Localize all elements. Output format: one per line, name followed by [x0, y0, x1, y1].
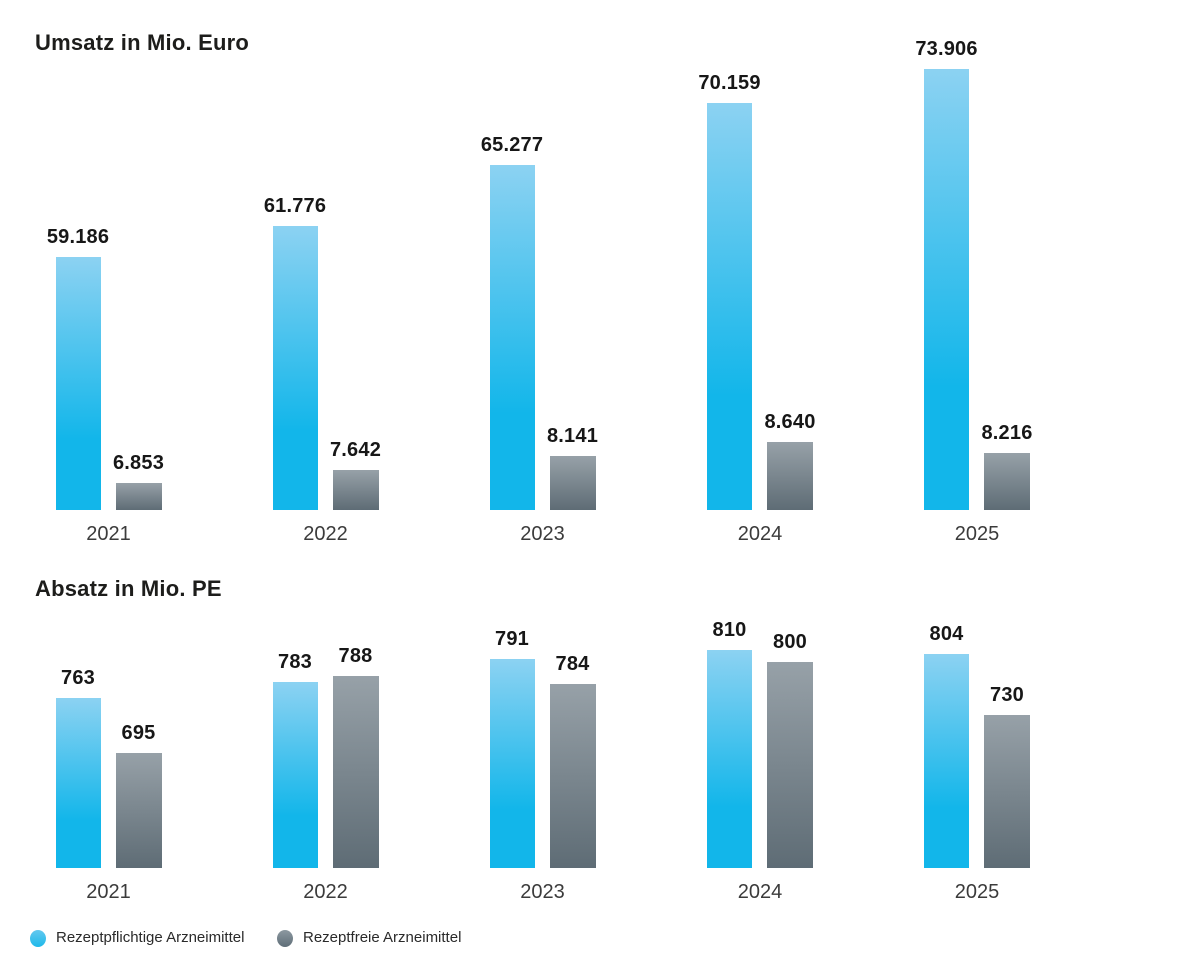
legend-item-rezeptfrei: Rezeptfreie Arzneimittel	[277, 929, 461, 947]
x-axis-label-2022: 2022	[303, 881, 348, 903]
x-axis-label-2023: 2023	[520, 881, 565, 903]
bar-rezeptfrei-2024	[767, 442, 813, 510]
x-axis-label-2024: 2024	[737, 523, 783, 545]
x-axis-label-2023: 2023	[520, 523, 565, 545]
value-label-rezeptpflichtig-2023: 65.277	[480, 134, 544, 156]
bar-rezeptfrei-2022	[332, 470, 379, 510]
value-label-rezeptfrei-2023: 8.141	[546, 425, 599, 447]
bar-rezeptpflichtig-2024	[707, 650, 752, 868]
chart-title-absatz: Absatz in Mio. PE	[35, 576, 222, 601]
bar-rezeptpflichtig-2022	[272, 226, 318, 510]
bar-rezeptpflichtig-2025	[924, 654, 969, 868]
x-axis-label-2025: 2025	[954, 523, 1000, 545]
value-label-rezeptpflichtig-2023: 791	[495, 628, 529, 650]
value-label-rezeptfrei-2022: 7.642	[329, 439, 382, 461]
value-label-rezeptpflichtig-2025: 804	[929, 623, 964, 645]
legend: Rezeptpflichtige Arzneimittel Rezeptfrei…	[0, 929, 1200, 949]
value-label-rezeptfrei-2025: 8.216	[981, 422, 1033, 444]
value-label-rezeptfrei-2025: 730	[990, 684, 1024, 706]
bar-rezeptpflichtig-2023	[489, 165, 535, 510]
bar-rezeptpflichtig-2022	[272, 682, 318, 868]
value-label-rezeptpflichtig-2021: 763	[61, 667, 95, 689]
bar-rezeptpflichtig-2025	[924, 69, 969, 510]
value-label-rezeptfrei-2024: 800	[773, 631, 807, 653]
bar-rezeptpflichtig-2023	[489, 659, 535, 868]
bar-rezeptfrei-2025	[984, 453, 1030, 510]
value-label-rezeptpflichtig-2021: 59.186	[46, 226, 110, 248]
legend-label: Rezeptfreie Arzneimittel	[303, 929, 462, 946]
bar-rezeptfrei-2023	[549, 456, 596, 510]
value-label-rezeptpflichtig-2022: 783	[278, 651, 312, 673]
value-label-rezeptfrei-2023: 784	[555, 653, 590, 675]
bar-rezeptfrei-2021	[115, 483, 162, 510]
bar-rezeptpflichtig-2021	[55, 698, 101, 868]
bar-rezeptfrei-2022	[332, 676, 379, 868]
x-axis-label-2021: 2021	[86, 881, 131, 903]
legend-label: Rezeptpflichtige Arzneimittel	[56, 929, 245, 946]
value-label-rezeptfrei-2022: 788	[338, 645, 373, 667]
chart-title-umsatz: Umsatz in Mio. Euro	[35, 30, 250, 55]
value-label-rezeptfrei-2021: 695	[121, 722, 156, 744]
legend-item-rezeptpflichtig: Rezeptpflichtige Arzneimittel	[30, 929, 244, 947]
value-label-rezeptpflichtig-2022: 61.776	[263, 195, 327, 217]
value-label-rezeptpflichtig-2024: 70.159	[698, 72, 761, 94]
value-label-rezeptpflichtig-2025: 73.906	[915, 38, 978, 60]
bar-rezeptpflichtig-2024	[707, 103, 752, 510]
bar-rezeptfrei-2025	[984, 715, 1030, 868]
value-label-rezeptfrei-2024: 8.640	[764, 411, 816, 433]
bar-rezeptpflichtig-2021	[55, 257, 101, 510]
x-axis-label-2024: 2024	[737, 881, 783, 903]
bar-rezeptfrei-2024	[767, 662, 813, 868]
legend-dot-blue-icon	[30, 929, 46, 947]
bar-rezeptfrei-2023	[549, 684, 596, 868]
legend-dot-gray-icon	[277, 929, 293, 947]
x-axis-label-2021: 2021	[86, 523, 131, 545]
x-axis-label-2025: 2025	[954, 881, 1000, 903]
value-label-rezeptfrei-2021: 6.853	[112, 452, 165, 474]
x-axis-label-2022: 2022	[303, 523, 348, 545]
value-label-rezeptpflichtig-2024: 810	[712, 619, 747, 641]
bar-rezeptfrei-2021	[115, 753, 162, 868]
